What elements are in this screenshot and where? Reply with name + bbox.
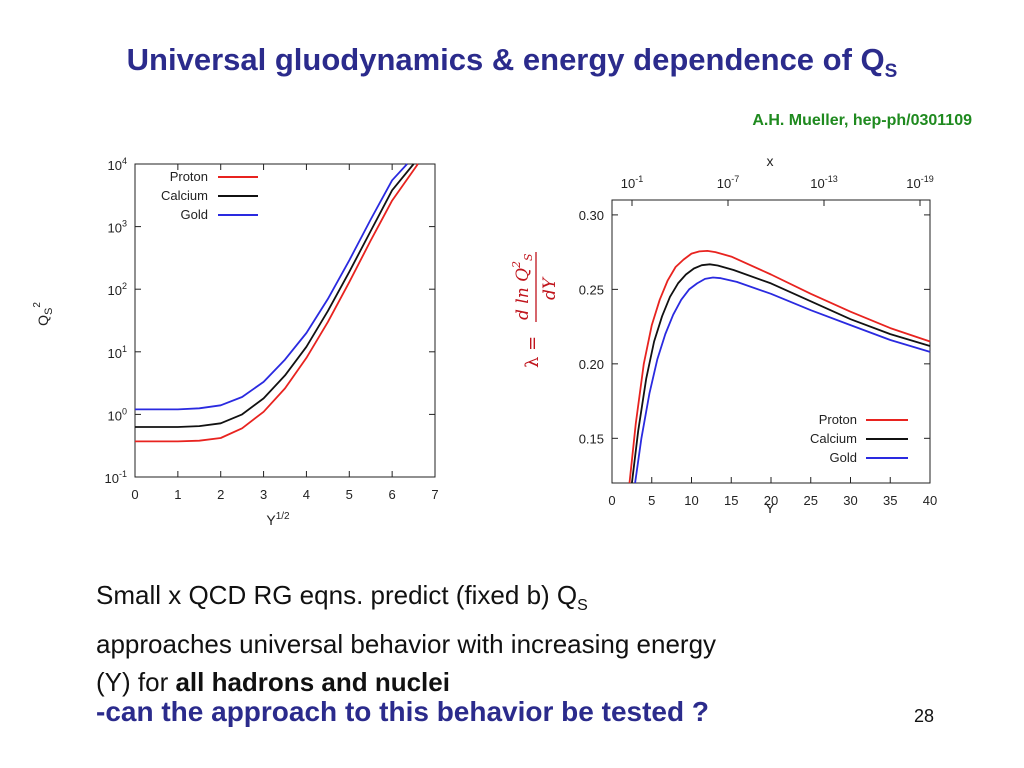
chart1-xtick-label: 3 [260, 487, 267, 502]
body-line-1: Small x QCD RG eqns. predict (fixed b) Q… [96, 580, 588, 615]
chart1-ytick-label: 103 [108, 219, 127, 236]
chart2-legend: Proton Calcium Gold [810, 412, 908, 465]
chart2-xtick-label: 0 [608, 493, 615, 508]
lambda-label: λ = [522, 336, 543, 368]
chart2-series-proton-line [628, 250, 931, 484]
chart2-xtick-label: 15 [724, 493, 738, 508]
chart2-ytick-label: 0.20 [579, 357, 604, 372]
chart1-legend-label-1: Calcium [161, 188, 208, 203]
chart1-ytick-label: 102 [108, 281, 127, 298]
chart2-series-gold-line [634, 276, 931, 484]
chart1-legend: Proton Calcium Gold [161, 169, 258, 222]
chart1-ylabel: QS2 [32, 302, 55, 326]
lambda-chart: 0 5 10 15 20 25 30 35 40 0.15 0.20 0.25 0.30 10-1 10-7… [579, 153, 938, 516]
chart1-xtick-label: 0 [131, 487, 138, 502]
chart1-ytick-label: 101 [108, 344, 127, 361]
chart1-xtick-label: 7 [431, 487, 438, 502]
slide-title: Universal gluodynamics & energy dependen… [126, 42, 898, 83]
chart2-top-xlabel: x [767, 153, 774, 169]
lambda-numerator: d ln Q2S [510, 253, 535, 320]
chart1-series-proton-line [135, 163, 419, 443]
chart2-legend-label-2: Gold [830, 450, 857, 465]
chart1-xtick-label: 6 [389, 487, 396, 502]
chart2-xlabel: Y [765, 500, 775, 516]
chart2-top-tick-label: 10-1 [621, 174, 643, 191]
lambda-denominator: dY [540, 276, 560, 300]
chart2-xtick-label: 35 [883, 493, 897, 508]
chart2-xtick-label: 20 [764, 493, 778, 508]
body-line-3: (Y) for all hadrons and nuclei [96, 667, 450, 698]
qs2-chart: 0 1 2 3 4 5 6 7 10-1 100 101 102 103 104 QS2 Y1/2 Pro… [32, 156, 439, 528]
chart1-ytick-label: 10-1 [105, 469, 127, 486]
chart2-top-tick-label: 10-19 [906, 174, 933, 191]
body-line-2: approaches universal behavior with incre… [96, 629, 717, 660]
chart2-xtick-label: 10 [684, 493, 698, 508]
chart1-xtick-label: 1 [174, 487, 181, 502]
chart1-series-calcium-line [135, 163, 415, 428]
chart2-xtick-label: 30 [843, 493, 857, 508]
chart1-xlabel: Y1/2 [266, 511, 290, 528]
question-text: -can the approach to this behavior be te… [96, 696, 709, 727]
chart1-xtick-label: 4 [303, 487, 310, 502]
reference-citation: A.H. Mueller, hep-ph/0301109 [752, 112, 972, 129]
chart2-ytick-label: 0.15 [579, 431, 604, 446]
chart1-ytick-label: 104 [108, 156, 127, 173]
chart2-series-calcium-line [631, 263, 931, 484]
chart2-legend-label-0: Proton [819, 412, 857, 427]
chart2-ytick-label: 0.25 [579, 282, 604, 297]
chart2-xtick-label: 25 [804, 493, 818, 508]
chart1-legend-label-2: Gold [181, 207, 208, 222]
chart1-xtick-label: 2 [217, 487, 224, 502]
chart1-series-gold-line [135, 163, 408, 411]
page-number: 28 [914, 706, 935, 726]
chart2-top-tick-label: 10-7 [717, 174, 739, 191]
chart2-legend-label-1: Calcium [810, 431, 857, 446]
chart1-ytick-label: 100 [108, 406, 127, 423]
chart2-xtick-label: 5 [648, 493, 655, 508]
chart1-frame [134, 163, 436, 478]
lambda-formula: λ = d ln Q2S dY [510, 252, 560, 368]
chart1-xtick-label: 5 [346, 487, 353, 502]
body-emphasis: all hadrons and nuclei [175, 667, 450, 698]
chart2-ytick-label: 0.30 [579, 208, 604, 223]
body-text: Small x QCD RG eqns. predict (fixed b) Q… [96, 576, 716, 701]
chart2-top-tick-label: 10-13 [810, 174, 837, 191]
chart1-legend-label-0: Proton [170, 169, 208, 184]
chart2-xtick-label: 40 [923, 493, 937, 508]
chart2-frame [611, 199, 931, 484]
